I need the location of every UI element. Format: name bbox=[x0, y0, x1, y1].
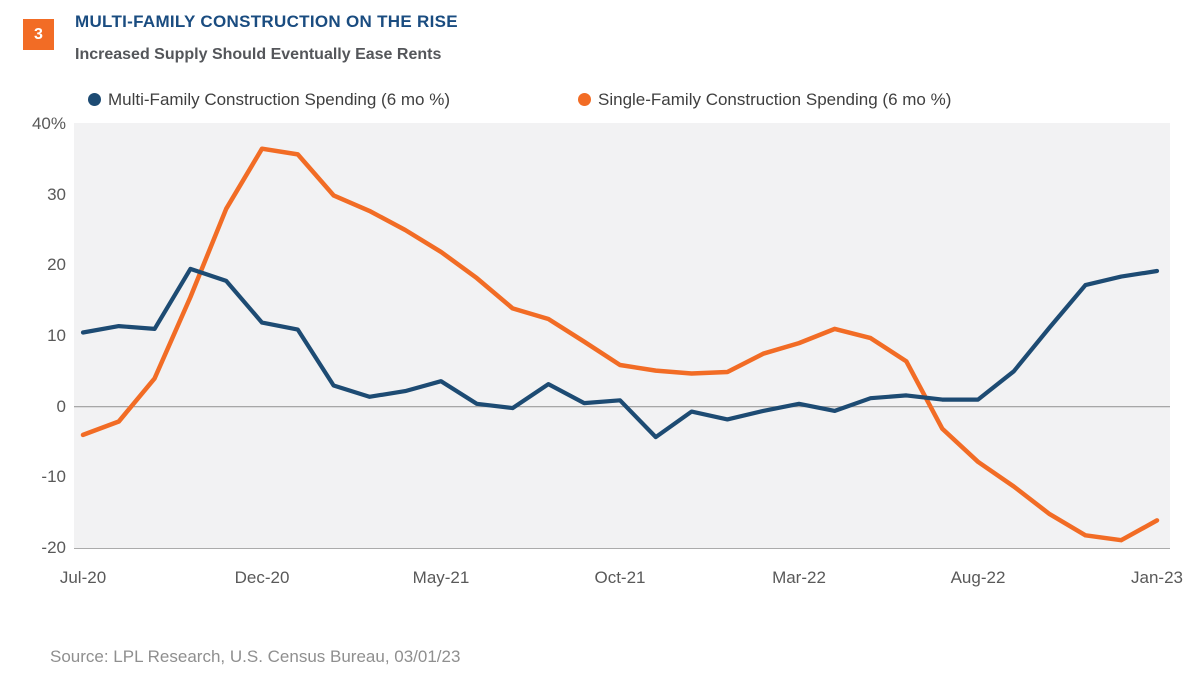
y-axis-tick-label: 0 bbox=[56, 397, 66, 416]
legend-item-multi-family: Multi-Family Construction Spending (6 mo… bbox=[88, 90, 450, 109]
legend-label-single-family: Single-Family Construction Spending (6 m… bbox=[598, 89, 952, 109]
legend-marker-single-family-icon bbox=[578, 93, 591, 106]
x-axis-tick-label: Oct-21 bbox=[594, 568, 646, 587]
source-note: Source: LPL Research, U.S. Census Bureau… bbox=[50, 647, 461, 666]
x-axis-tick-label: Jul-20 bbox=[59, 568, 107, 587]
figure-number-badge: 3 bbox=[23, 19, 54, 50]
y-axis-tick-label: -10 bbox=[41, 467, 66, 486]
x-axis-tick-label: Dec-20 bbox=[234, 568, 290, 587]
x-axis-tick-label: Jan-23 bbox=[1131, 568, 1183, 587]
y-axis-tick-label: 40% bbox=[31, 114, 66, 133]
y-axis-tick-label: 30 bbox=[47, 185, 66, 204]
x-axis-tick-label: Aug-22 bbox=[950, 568, 1006, 587]
y-axis-tick-label: 20 bbox=[47, 255, 66, 274]
legend-item-single-family: Single-Family Construction Spending (6 m… bbox=[578, 90, 951, 109]
x-axis-tick-label: Mar-22 bbox=[772, 568, 826, 587]
y-axis-tick-label: 10 bbox=[47, 326, 66, 345]
legend-label-multi-family: Multi-Family Construction Spending (6 mo… bbox=[108, 89, 451, 109]
chart-title: MULTI-FAMILY CONSTRUCTION ON THE RISE bbox=[75, 12, 458, 31]
chart-subtitle: Increased Supply Should Eventually Ease … bbox=[75, 46, 442, 63]
plot-area bbox=[74, 123, 1170, 549]
legend-marker-multi-family-icon bbox=[88, 93, 101, 106]
y-axis-tick-label: -20 bbox=[41, 538, 66, 557]
x-axis-tick-label: May-21 bbox=[412, 568, 470, 587]
